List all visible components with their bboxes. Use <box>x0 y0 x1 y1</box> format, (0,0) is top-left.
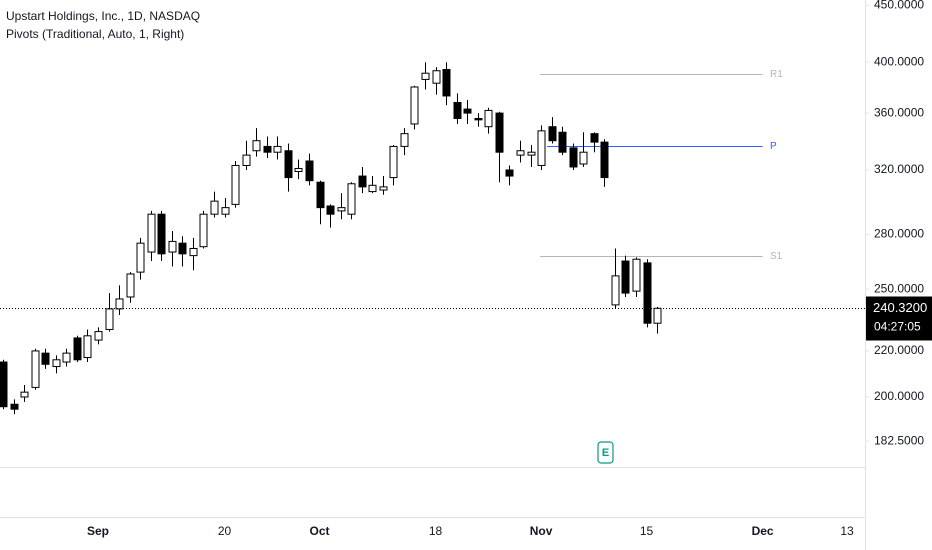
pivot-label: P <box>770 141 777 152</box>
pivot-label: R1 <box>770 69 783 80</box>
x-tick-label: Dec <box>752 524 774 538</box>
candle-body <box>199 213 208 248</box>
candle-body <box>20 391 29 398</box>
candle-body <box>368 184 377 193</box>
candle-body <box>178 242 187 255</box>
candle-body <box>326 205 335 215</box>
candle-body <box>316 181 325 209</box>
candle-body <box>294 167 303 172</box>
candle-body <box>453 101 462 119</box>
pivot-label: S1 <box>770 251 783 262</box>
candle-body <box>527 151 536 156</box>
x-tick-label: 20 <box>218 524 232 538</box>
candle-body <box>157 213 166 255</box>
chart-title: Upstart Holdings, Inc., 1D, NASDAQ <box>6 9 200 23</box>
candle-body <box>505 169 514 177</box>
candle-body <box>242 154 251 166</box>
candle-body <box>379 186 388 191</box>
candle-body <box>537 130 546 166</box>
candle-body <box>358 175 367 188</box>
candle-body <box>305 160 314 182</box>
candle-body <box>126 273 135 298</box>
x-tick-label: 18 <box>429 524 443 538</box>
candle-body <box>210 200 219 215</box>
candle-body <box>263 145 272 153</box>
candle-body <box>231 164 240 205</box>
y-tick-label: 280.0000 <box>874 227 924 241</box>
earnings-icon[interactable] <box>597 441 614 464</box>
candle-body <box>10 403 19 410</box>
candle-body <box>73 337 82 361</box>
candle-body <box>115 298 124 310</box>
y-tick-label: 200.0000 <box>874 389 924 403</box>
y-tick-label: 250.0000 <box>874 281 924 295</box>
y-tick-label: 182.5000 <box>874 433 924 447</box>
candle-body <box>273 145 282 153</box>
candle-body <box>147 213 156 253</box>
candle-body <box>653 307 662 324</box>
candle-body <box>347 183 356 215</box>
candle-body <box>94 331 103 341</box>
x-tick-label: Sep <box>87 524 109 538</box>
candle-body <box>590 133 599 143</box>
earnings-label[interactable]: E <box>602 447 609 459</box>
x-tick-label: 13 <box>840 524 854 538</box>
candle-body <box>442 69 451 97</box>
candle-body <box>474 117 483 121</box>
candle-body <box>168 240 177 253</box>
y-tick-label: 320.0000 <box>874 162 924 176</box>
y-tick-label: 450.0000 <box>874 0 924 12</box>
candle-body <box>400 133 409 147</box>
candle-body <box>189 247 198 257</box>
candle-body <box>0 361 8 408</box>
candle-body <box>463 108 472 114</box>
candle-body <box>105 308 114 330</box>
candle-body <box>643 262 652 324</box>
y-tick-label: 400.0000 <box>874 54 924 68</box>
candle-body <box>579 151 588 165</box>
candle-body <box>284 150 293 179</box>
y-tick-label: 360.0000 <box>874 105 924 119</box>
candle-body <box>421 72 430 80</box>
candle-body <box>558 131 567 153</box>
candle-body <box>221 207 230 215</box>
candle-body <box>41 352 50 365</box>
candle-body <box>62 352 71 363</box>
candle-body <box>516 150 525 156</box>
candle-body <box>337 207 346 212</box>
countdown-label: 04:27:05 <box>874 320 921 334</box>
y-tick-label: 220.0000 <box>874 343 924 357</box>
last-price-box <box>866 296 932 341</box>
last-price-label: 240.3200 <box>873 300 927 315</box>
candle-body <box>569 147 578 168</box>
x-tick-label: Nov <box>530 524 553 538</box>
candle-body <box>548 126 557 142</box>
candle-body <box>611 275 620 306</box>
candle-body <box>83 335 92 359</box>
candle-body <box>31 350 40 388</box>
x-tick-label: Oct <box>309 524 329 538</box>
candle-body <box>136 242 145 273</box>
candle-body <box>410 86 419 125</box>
candle-body <box>389 145 398 179</box>
candle-body <box>432 70 441 84</box>
candle-body <box>495 112 504 153</box>
indicator-title: Pivots (Traditional, Auto, 1, Right) <box>6 27 184 41</box>
candle-body <box>484 109 493 128</box>
candle-body <box>600 141 609 179</box>
candle-body <box>52 359 61 368</box>
x-tick-label: 15 <box>640 524 654 538</box>
candle-body <box>621 260 630 294</box>
candle-body <box>632 258 641 292</box>
candle-body <box>252 140 261 152</box>
